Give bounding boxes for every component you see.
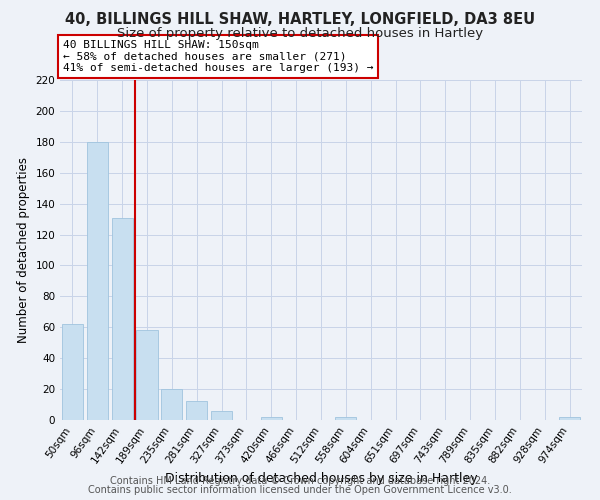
Text: 40 BILLINGS HILL SHAW: 150sqm
← 58% of detached houses are smaller (271)
41% of : 40 BILLINGS HILL SHAW: 150sqm ← 58% of d…: [62, 40, 373, 73]
Text: Size of property relative to detached houses in Hartley: Size of property relative to detached ho…: [117, 28, 483, 40]
Bar: [211, 410, 232, 420]
X-axis label: Distribution of detached houses by size in Hartley: Distribution of detached houses by size …: [164, 472, 478, 485]
Text: Contains HM Land Registry data © Crown copyright and database right 2024.: Contains HM Land Registry data © Crown c…: [110, 476, 490, 486]
Bar: [261, 417, 282, 420]
Bar: [136, 330, 158, 420]
Text: Contains public sector information licensed under the Open Government Licence v3: Contains public sector information licen…: [88, 485, 512, 495]
Bar: [559, 417, 580, 420]
Bar: [161, 389, 182, 420]
Bar: [112, 218, 133, 420]
Bar: [62, 324, 83, 420]
Bar: [87, 142, 108, 420]
Bar: [335, 417, 356, 420]
Y-axis label: Number of detached properties: Number of detached properties: [17, 157, 30, 343]
Bar: [186, 402, 207, 420]
Text: 40, BILLINGS HILL SHAW, HARTLEY, LONGFIELD, DA3 8EU: 40, BILLINGS HILL SHAW, HARTLEY, LONGFIE…: [65, 12, 535, 28]
